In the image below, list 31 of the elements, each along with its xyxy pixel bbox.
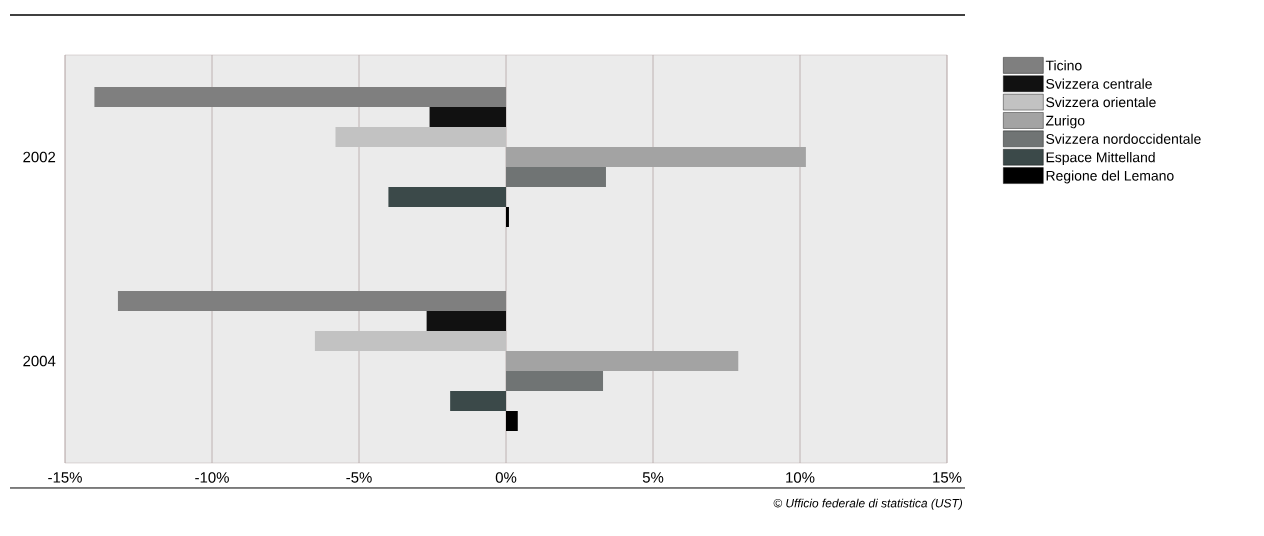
- y-tick-label: 2004: [23, 355, 56, 367]
- x-tick-label: -5%: [346, 472, 372, 483]
- legend-label: Espace Mittelland: [1046, 152, 1155, 166]
- legend-label: Regione del Lemano: [1046, 170, 1174, 184]
- x-tick-label: 5%: [642, 472, 664, 483]
- bar: [506, 350, 739, 371]
- bar: [506, 146, 806, 167]
- y-tick-label: 2002: [23, 151, 56, 163]
- bar: [314, 330, 507, 351]
- legend-label: Svizzera centrale: [1046, 78, 1152, 89]
- bar: [506, 370, 604, 391]
- legend-label: Svizzera orientale: [1046, 96, 1156, 108]
- bar: [426, 310, 507, 331]
- x-tick-label: 10%: [786, 472, 815, 483]
- legend-label: Ticino: [1045, 60, 1082, 71]
- bar: [506, 166, 606, 187]
- text: © Ufficio federale di statistica (UST): [773, 498, 963, 510]
- x-tick-label: -10%: [195, 472, 229, 483]
- bar: [94, 86, 507, 107]
- bar: [117, 290, 507, 311]
- x-tick-label: -15%: [48, 472, 82, 483]
- bar: [506, 206, 509, 227]
- bar: [429, 106, 507, 127]
- bar: [506, 410, 518, 431]
- x-tick-label: 15%: [933, 472, 962, 483]
- legend-label: Svizzera nordoccidentale: [1046, 133, 1201, 144]
- bar: [388, 186, 507, 207]
- x-tick-label: 0%: [495, 472, 517, 483]
- bar: [450, 390, 507, 411]
- bar: [335, 126, 507, 147]
- legend-label: Zurigo: [1045, 115, 1085, 129]
